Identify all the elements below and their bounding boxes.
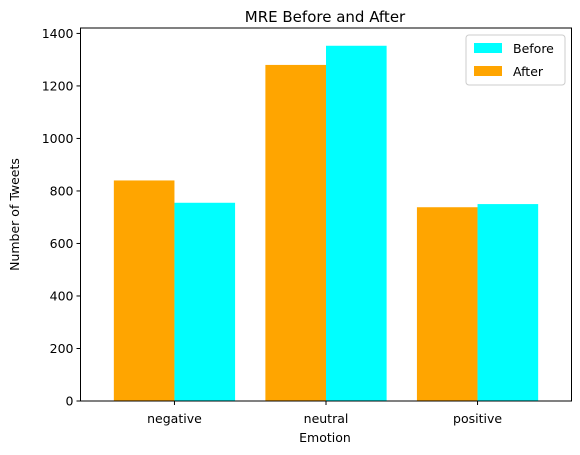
x-tick-label-neutral: neutral: [304, 411, 349, 426]
x-tick-label-negative: negative: [147, 411, 202, 426]
x-axis-ticks: negative neutral positive: [147, 401, 502, 426]
y-axis-label: Number of Tweets: [7, 158, 22, 271]
legend-label-after: After: [513, 64, 544, 79]
y-tick-label: 200: [50, 341, 74, 356]
y-tick-label: 0: [66, 394, 74, 409]
y-tick-label: 1400: [42, 26, 74, 41]
legend-swatch-before: [474, 43, 502, 53]
y-tick-label: 400: [50, 288, 74, 303]
legend-swatch-after: [474, 66, 502, 76]
chart-title: MRE Before and After: [245, 8, 406, 26]
y-tick-label: 1000: [42, 131, 74, 146]
y-tick-label: 1200: [42, 78, 74, 93]
bar-before-positive: [477, 204, 539, 401]
x-axis-label: Emotion: [299, 430, 351, 445]
bar-after-neutral: [265, 64, 326, 402]
legend-label-before: Before: [513, 41, 554, 56]
bar-after-positive: [416, 207, 478, 401]
y-tick-label: 800: [50, 183, 74, 198]
y-axis-ticks: 0 200 400 600 800 1000 1200 1400: [42, 26, 81, 409]
x-tick-label-positive: positive: [453, 411, 502, 426]
bar-before-neutral: [326, 45, 387, 402]
bar-before-negative: [174, 202, 236, 401]
y-tick-label: 600: [50, 236, 74, 251]
bars-group: [113, 45, 539, 402]
legend: Before After: [465, 34, 566, 86]
bar-after-negative: [113, 180, 175, 401]
